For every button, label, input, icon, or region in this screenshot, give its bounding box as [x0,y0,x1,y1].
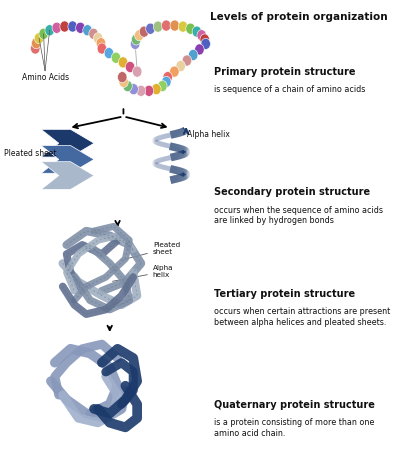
Text: Alpha helix: Alpha helix [187,130,230,140]
Text: is a protein consisting of more than one
amino acid chain.: is a protein consisting of more than one… [213,418,374,438]
Circle shape [136,85,146,97]
Circle shape [189,49,198,61]
Circle shape [192,26,202,37]
Circle shape [146,23,155,34]
Circle shape [45,24,54,36]
Circle shape [34,33,44,44]
Text: Levels of protein organization: Levels of protein organization [210,12,387,23]
Text: Secondary protein structure: Secondary protein structure [213,187,370,197]
Circle shape [104,48,114,59]
Circle shape [132,66,142,77]
Text: Primary protein structure: Primary protein structure [213,67,355,77]
Circle shape [93,33,103,44]
Text: Pleated
sheet: Pleated sheet [120,242,180,261]
Circle shape [176,61,185,72]
Circle shape [119,76,129,87]
Circle shape [186,23,195,34]
Circle shape [32,38,41,49]
Circle shape [68,21,77,32]
Circle shape [83,24,92,36]
Text: occurs when the sequence of amino acids
are linked by hydrogen bonds: occurs when the sequence of amino acids … [213,206,383,225]
Circle shape [52,22,61,33]
Circle shape [201,38,210,49]
Circle shape [158,80,167,91]
Circle shape [60,21,69,32]
Polygon shape [41,146,94,173]
Circle shape [76,22,85,33]
Circle shape [31,43,40,54]
Text: occurs when certain attractions are present
between alpha helices and pleated sh: occurs when certain attractions are pres… [213,307,390,327]
Circle shape [123,80,132,91]
Circle shape [118,57,128,68]
Circle shape [89,28,98,39]
Circle shape [152,84,161,95]
Circle shape [170,66,179,77]
Circle shape [144,85,154,97]
Text: Pleated sheet: Pleated sheet [4,149,56,158]
Text: Quaternary protein structure: Quaternary protein structure [213,400,375,410]
Circle shape [200,34,210,45]
Polygon shape [41,162,94,189]
Circle shape [153,21,163,32]
Circle shape [111,52,121,63]
Circle shape [163,72,173,83]
Circle shape [134,30,144,41]
Circle shape [162,76,171,87]
Circle shape [126,61,135,73]
Circle shape [97,43,107,54]
Polygon shape [41,129,94,157]
Circle shape [96,38,105,49]
Circle shape [182,55,192,66]
Circle shape [195,44,204,55]
Circle shape [170,20,179,31]
Circle shape [197,30,206,41]
Circle shape [118,72,127,83]
Circle shape [162,20,171,31]
Circle shape [39,28,48,39]
Text: Tertiary protein structure: Tertiary protein structure [213,289,354,299]
Text: Amino Acids: Amino Acids [21,73,69,82]
Circle shape [131,34,141,45]
Text: Alpha
helix: Alpha helix [113,265,173,281]
Text: is sequence of a chain of amino acids: is sequence of a chain of amino acids [213,85,365,94]
Circle shape [129,84,138,95]
Circle shape [178,21,188,32]
Circle shape [139,26,149,37]
Circle shape [131,38,140,49]
